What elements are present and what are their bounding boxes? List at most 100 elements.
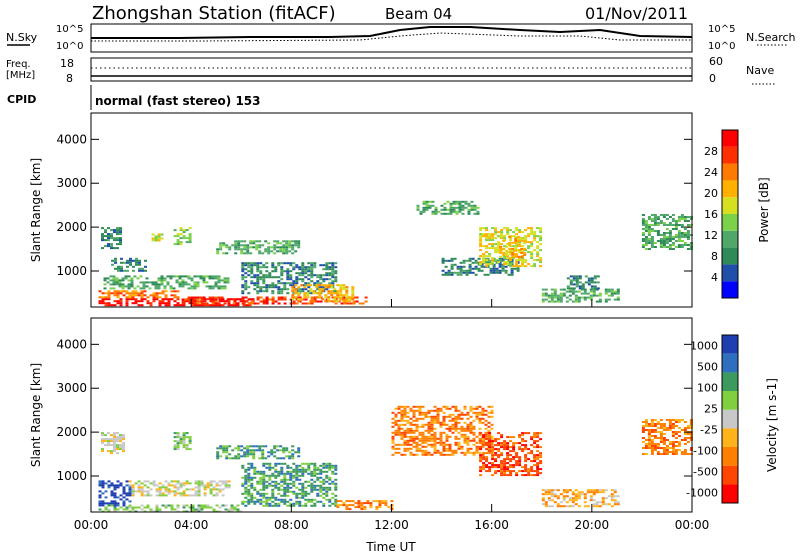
power-cell-region-13 — [479, 233, 483, 236]
velocity-cell-region-11 — [686, 441, 690, 443]
power-cell-region-11 — [458, 210, 462, 213]
velocity-cell-region-8 — [424, 439, 428, 442]
velocity-cell-region-8 — [451, 449, 455, 452]
power-cell-region-9 — [334, 262, 338, 265]
velocity-cell-region-10 — [595, 489, 599, 492]
power-cell-region-15 — [580, 296, 584, 299]
velocity-cell-region-9 — [494, 444, 498, 447]
velocity-cell-region-8 — [394, 419, 398, 422]
velocity-cell-region-10 — [601, 503, 605, 506]
velocity-cell-region-6 — [253, 486, 257, 489]
power-cell-region-7 — [176, 243, 180, 246]
velocity-cell-region-10 — [547, 493, 551, 496]
power-cell-region-17 — [659, 246, 663, 248]
velocity-cell-region-10 — [571, 491, 575, 494]
power-cell-region-11 — [422, 206, 426, 209]
velocity-cell-region-9 — [491, 448, 495, 451]
velocity-cell-region-6 — [259, 482, 263, 485]
velocity-cell-region-8 — [460, 413, 464, 416]
cpid-label: CPID — [7, 93, 36, 106]
velocity-cell-region-10 — [571, 493, 575, 496]
power-cell-region-17 — [674, 228, 678, 230]
velocity-cell-region-9 — [536, 450, 540, 453]
power-cell-region-3 — [190, 279, 194, 282]
power-cell-region-8 — [252, 240, 256, 243]
power-cell-region-0 — [143, 298, 147, 301]
power-cell-region-2 — [271, 302, 275, 305]
power-cell-region-6 — [151, 239, 155, 242]
power-cell-region-0 — [185, 300, 189, 303]
velocity-cell-region-9 — [506, 448, 510, 451]
power-cell-region-9 — [304, 288, 308, 291]
power-cell-region-9 — [334, 276, 338, 279]
power-cell-region-17 — [647, 234, 651, 236]
velocity-cell-region-6 — [322, 502, 326, 505]
power-cell-region-17 — [644, 244, 648, 246]
velocity-cell-region-7 — [381, 500, 385, 503]
velocity-cell-region-11 — [668, 425, 672, 427]
power-cell-region-9 — [244, 272, 248, 275]
velocity-cell-region-9 — [509, 464, 513, 467]
power-cell-region-10 — [351, 286, 355, 289]
velocity-cell-region-2 — [158, 488, 162, 491]
power-cell-region-13 — [497, 241, 501, 244]
power-cell-region-11 — [446, 208, 450, 211]
velocity-cell-region-2 — [131, 492, 135, 495]
power-cell-region-15 — [604, 290, 608, 293]
velocity-cell-region-5 — [276, 449, 280, 452]
power-cell-region-17 — [686, 230, 690, 232]
power-cell-region-15 — [544, 298, 548, 301]
velocity-cell-region-6 — [319, 470, 323, 473]
velocity-cell-region-3 — [101, 440, 104, 443]
velocity-cell-region-11 — [653, 425, 657, 427]
power-cell-region-17 — [656, 218, 660, 220]
power-cell-region-16 — [575, 279, 579, 282]
velocity-y-tick-label: 4000 — [56, 337, 87, 351]
velocity-cell-region-9 — [479, 466, 483, 469]
power-cell-region-1 — [176, 290, 180, 293]
power-cell-region-2 — [181, 300, 185, 303]
velocity-cell-region-2 — [134, 482, 138, 485]
power-cell-region-11 — [476, 212, 480, 215]
power-cell-region-8 — [249, 246, 253, 249]
velocity-cell-region-2 — [218, 484, 222, 487]
velocity-cell-region-5 — [288, 457, 292, 460]
power-cell-region-2 — [262, 300, 266, 303]
power-cell-region-14 — [511, 253, 515, 256]
power-cell-region-15 — [607, 294, 611, 297]
velocity-cell-region-6 — [307, 484, 311, 487]
velocity-cell-region-8 — [409, 407, 413, 410]
power-cell-region-9 — [277, 290, 281, 293]
velocity-cell-region-6 — [265, 484, 269, 487]
velocity-cell-region-0 — [191, 506, 195, 509]
power-cell-region-8 — [234, 246, 238, 249]
velocity-cell-region-9 — [533, 432, 537, 435]
velocity-cell-region-1 — [119, 484, 123, 487]
velocity-cell-region-6 — [328, 500, 332, 503]
power-cell-region-13 — [533, 233, 537, 236]
velocity-cell-region-8 — [448, 407, 452, 410]
velocity-cell-region-9 — [506, 466, 510, 469]
velocity-cell-region-6 — [259, 472, 263, 475]
power-cell-region-12 — [462, 261, 466, 264]
beam-label: Beam 04 — [385, 5, 452, 23]
power-cell-region-8 — [234, 240, 238, 243]
power-cell-region-17 — [662, 238, 666, 240]
velocity-cell-region-5 — [237, 457, 241, 460]
velocity-cell-region-3 — [104, 438, 107, 441]
power-cell-region-9 — [301, 268, 305, 271]
velocity-cell-region-8 — [430, 435, 434, 438]
power-cell-region-10 — [351, 292, 355, 295]
power-cell-region-17 — [683, 228, 687, 230]
velocity-cell-region-8 — [481, 445, 485, 448]
velocity-cell-region-6 — [328, 466, 332, 469]
velocity-cell-region-9 — [503, 468, 507, 471]
power-cell-region-2 — [313, 296, 317, 299]
velocity-cell-region-6 — [289, 504, 293, 507]
power-cell-region-8 — [291, 240, 295, 243]
power-cell-region-13 — [485, 227, 489, 230]
power-cell-region-13 — [530, 241, 534, 244]
velocity-cell-region-0 — [107, 504, 111, 507]
power-cell-region-10 — [333, 288, 337, 291]
velocity-cell-region-10 — [577, 491, 581, 494]
